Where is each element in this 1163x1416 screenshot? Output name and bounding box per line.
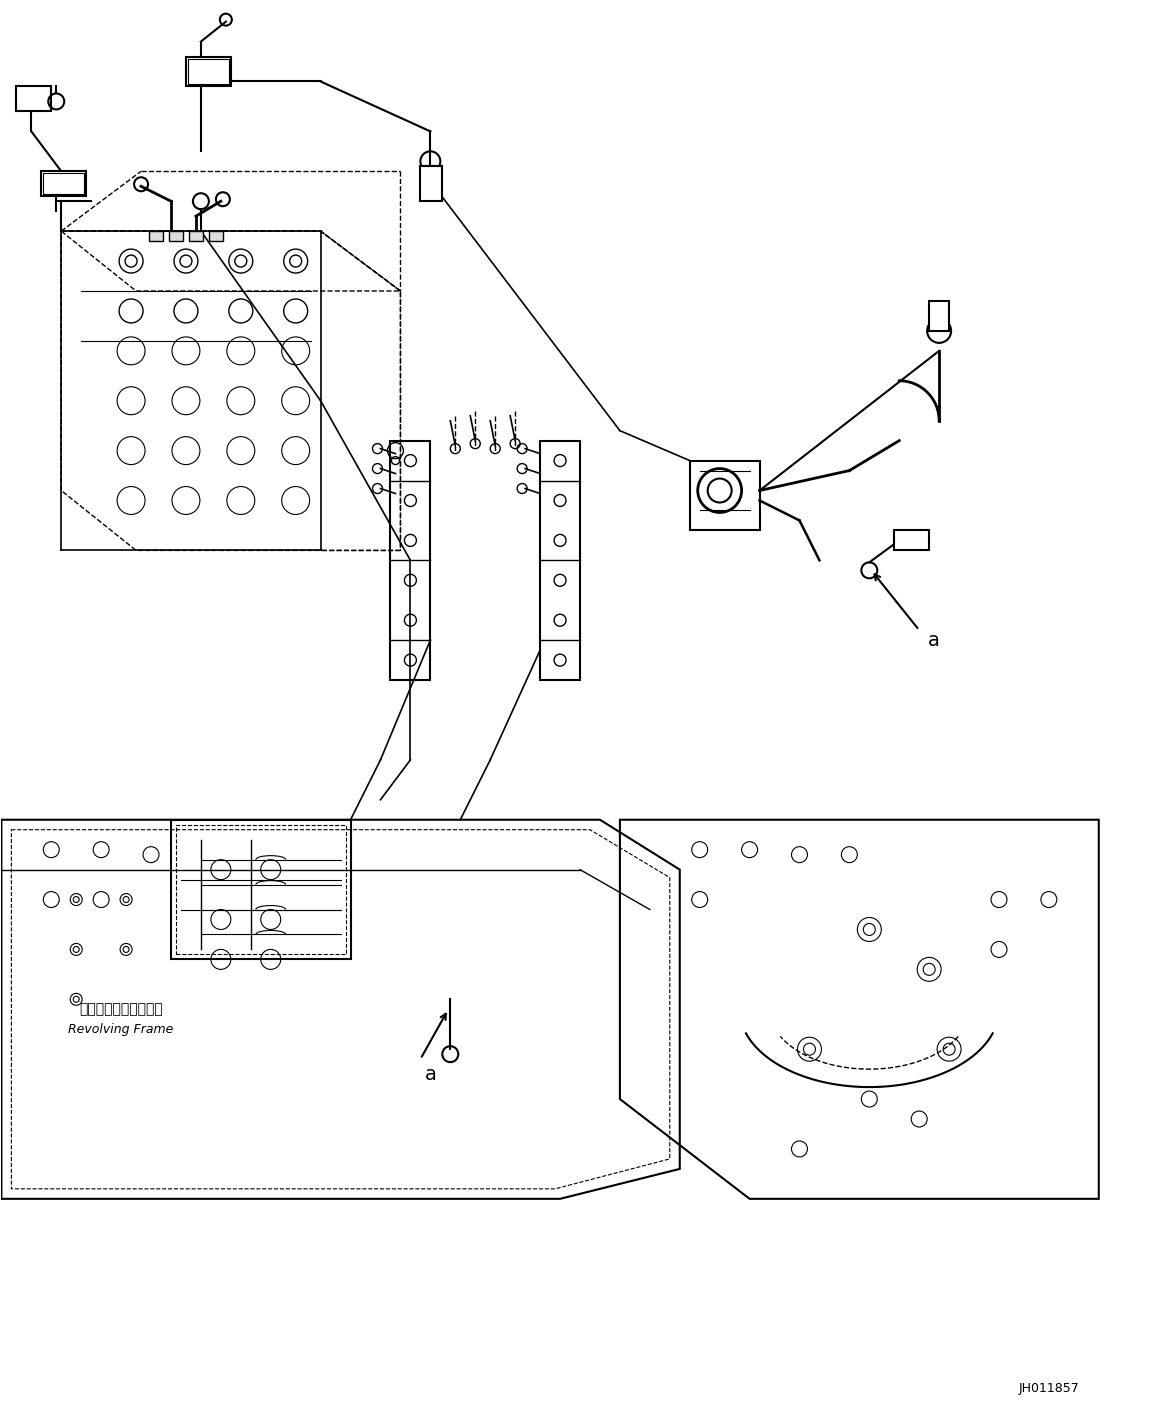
Bar xyxy=(16,86,51,112)
Text: レボルビングフレーム: レボルビングフレーム xyxy=(79,1003,163,1017)
Bar xyxy=(42,171,86,197)
Text: Revolving Frame: Revolving Frame xyxy=(69,1022,173,1035)
Text: a: a xyxy=(928,630,940,650)
Bar xyxy=(43,173,84,194)
Bar xyxy=(149,231,163,241)
Text: a: a xyxy=(424,1065,436,1083)
Bar xyxy=(188,58,229,85)
Bar xyxy=(420,166,442,201)
Bar xyxy=(929,302,949,331)
Bar xyxy=(171,820,350,960)
Bar xyxy=(169,231,183,241)
Bar xyxy=(209,231,223,241)
Text: JH011857: JH011857 xyxy=(1019,1382,1079,1395)
Bar xyxy=(894,531,929,551)
Bar xyxy=(186,57,230,86)
Bar xyxy=(188,231,202,241)
Bar xyxy=(176,824,345,954)
